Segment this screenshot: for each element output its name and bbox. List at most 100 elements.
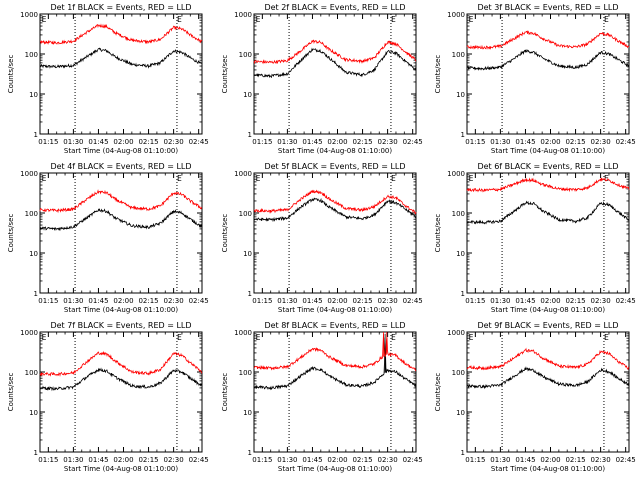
series-lld-line [466,177,630,193]
x-tick-label: 01:30 [277,456,297,464]
x-tick-label: 01:45 [515,456,535,464]
x-tick-label: 02:00 [113,297,133,305]
x-tick-label: 02:30 [591,456,611,464]
flag-label: E [256,15,261,24]
x-tick-label: 02:30 [164,138,184,146]
x-axis-label: Start Time (04-Aug-08 01:10:00) [64,147,178,155]
y-tick-label: 1 [34,131,38,139]
x-tick-label: 02:30 [378,456,398,464]
series-lld-line [253,189,417,215]
plot-frame [39,172,203,294]
panel-det-3: Det 3f BLACK = Events, RED = LLD 1 10 100 10… [434,3,636,155]
x-tick-label: 01:30 [490,297,510,305]
y-axis-label: Counts/sec [221,214,229,253]
x-axis-label: Start Time (04-Aug-08 01:10:00) [278,306,392,314]
plot-frame [39,331,203,453]
series-events-line [466,200,630,225]
panel-det-8: Det 8f BLACK = Events, RED = LLD 1 10 100 10… [221,321,423,473]
x-tick-label: 02:45 [616,297,636,305]
series-lld-line [466,30,630,50]
x-tick-label: 02:45 [616,456,636,464]
x-tick-label: 01:15 [38,138,58,146]
flag-label: E [177,333,182,342]
x-tick-label: 02:45 [616,138,636,146]
x-tick-label: 02:15 [352,138,372,146]
flag-label: E [42,333,47,342]
flag-label: E [391,15,396,24]
x-tick-label: 02:30 [378,297,398,305]
x-tick-label: 01:15 [38,456,58,464]
y-tick-label: 1000 [234,329,252,337]
x-tick-label: 01:30 [63,297,83,305]
x-tick-label: 02:45 [403,138,423,146]
x-axis-label: Start Time (04-Aug-08 01:10:00) [491,465,605,473]
y-tick-label: 10 [243,250,252,258]
flag-label: E [42,174,47,183]
y-tick-label: 10 [243,91,252,99]
plot-frame [466,172,630,294]
y-axis-label: Counts/sec [221,55,229,94]
y-tick-label: 100 [239,369,252,377]
y-tick-label: 1 [248,290,252,298]
x-tick-label: 02:30 [164,297,184,305]
series-lld-line [253,39,417,65]
series-events-line [253,197,417,223]
x-tick-label: 02:45 [403,297,423,305]
x-axis-label: Start Time (04-Aug-08 01:10:00) [278,147,392,155]
x-tick-label: 01:30 [490,456,510,464]
flag-label: E [391,333,396,342]
x-tick-label: 01:15 [252,456,272,464]
panel-det-4: Det 4f BLACK = Events, RED = LLD 1 10 100 10… [7,162,209,314]
x-tick-label: 01:15 [465,297,485,305]
x-tick-label: 01:15 [252,138,272,146]
y-tick-label: 1 [248,131,252,139]
y-tick-label: 10 [456,409,465,417]
y-tick-label: 100 [239,51,252,59]
y-tick-label: 1 [461,290,465,298]
x-axis-label: Start Time (04-Aug-08 01:10:00) [491,306,605,314]
y-tick-label: 1000 [447,170,465,178]
x-tick-label: 01:45 [88,138,108,146]
x-tick-label: 02:15 [565,456,585,464]
plot-frame [253,13,417,135]
x-tick-label: 01:30 [63,138,83,146]
plot-frame [466,331,630,453]
y-tick-label: 1000 [234,170,252,178]
y-axis-label: Counts/sec [7,55,15,94]
y-tick-label: 100 [239,210,252,218]
x-tick-label: 02:15 [352,297,372,305]
x-tick-label: 01:30 [63,456,83,464]
y-tick-label: 10 [29,409,38,417]
x-tick-label: 02:45 [189,138,209,146]
flag-label: E [391,174,396,183]
y-tick-label: 10 [456,250,465,258]
flag-label: E [256,174,261,183]
x-tick-label: 01:30 [490,138,510,146]
panel-title: Det 9f BLACK = Events, RED = LLD [477,321,618,330]
x-tick-label: 02:45 [189,456,209,464]
y-tick-label: 1 [34,290,38,298]
y-axis-label: Counts/sec [434,373,442,412]
x-tick-label: 02:15 [138,456,158,464]
panel-title: Det 3f BLACK = Events, RED = LLD [477,3,618,12]
x-tick-label: 02:00 [540,297,560,305]
x-tick-label: 01:30 [277,138,297,146]
y-tick-label: 1 [461,131,465,139]
y-tick-label: 100 [25,210,38,218]
plot-frame [253,172,417,294]
series-lld-line [253,333,417,372]
x-tick-label: 02:15 [138,138,158,146]
flag-label: E [604,15,609,24]
y-tick-label: 1 [248,449,252,457]
y-tick-label: 100 [452,51,465,59]
x-tick-label: 02:45 [403,456,423,464]
y-axis-label: Counts/sec [434,55,442,94]
x-tick-label: 02:00 [540,456,560,464]
y-tick-label: 1000 [447,329,465,337]
plot-frame [466,13,630,135]
x-tick-label: 01:45 [515,297,535,305]
y-tick-label: 1 [34,449,38,457]
y-tick-label: 1000 [447,11,465,19]
panel-title: Det 2f BLACK = Events, RED = LLD [264,3,405,12]
x-tick-label: 02:15 [565,138,585,146]
